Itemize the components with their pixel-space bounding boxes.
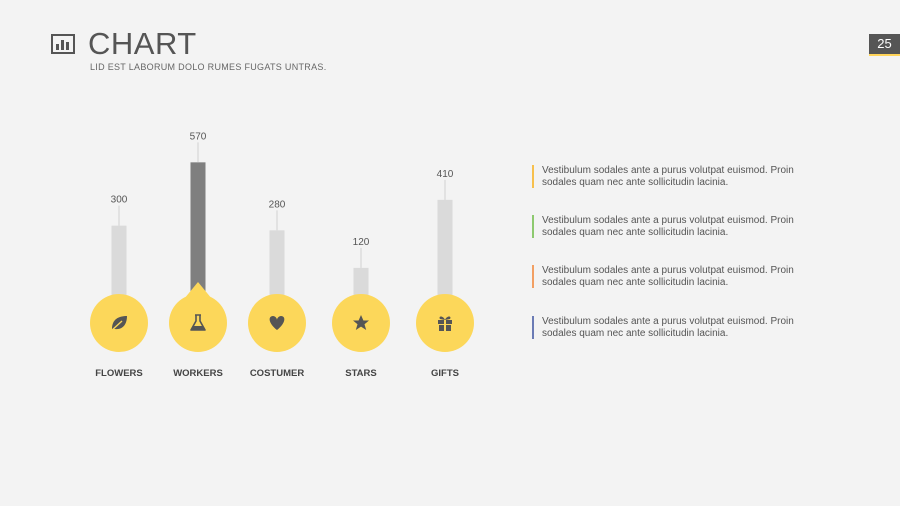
bar-gifts	[437, 199, 453, 323]
value-label-costumer: 280	[269, 199, 286, 210]
description-3-line2: sodales quam nec ante sollicitudin lacin…	[542, 276, 729, 288]
description-3: Vestibulum sodales ante a purus volutpat…	[532, 265, 812, 288]
description-4: Vestibulum sodales ante a purus volutpat…	[532, 316, 812, 339]
page-number-underline	[869, 54, 900, 56]
heart-icon	[269, 316, 285, 330]
category-label-costumer: COSTUMER	[250, 368, 305, 379]
description-2: Vestibulum sodales ante a purus volutpat…	[532, 215, 812, 238]
page-number: 25	[869, 34, 900, 54]
page-subtitle: LID EST LABORUM DOLO RUMES FUGATS UNTRAS…	[90, 62, 327, 72]
category-label-workers: WORKERS	[173, 368, 223, 379]
description-1: Vestibulum sodales ante a purus volutpat…	[532, 165, 812, 188]
description-2-line1: Vestibulum sodales ante a purus volutpat…	[542, 215, 794, 226]
category-label-flowers: FLOWERS	[95, 368, 143, 379]
icon-circle-workers	[169, 294, 227, 352]
description-4-line1: Vestibulum sodales ante a purus volutpat…	[542, 316, 794, 327]
highlight-pointer	[184, 282, 212, 299]
category-label-stars: STARS	[345, 368, 377, 379]
description-1-line2: sodales quam nec ante sollicitudin lacin…	[542, 176, 729, 188]
bar-chart-icon	[51, 34, 75, 54]
value-label-stars: 120	[353, 237, 370, 248]
description-3-line1: Vestibulum sodales ante a purus volutpat…	[542, 265, 794, 276]
star-icon	[353, 315, 369, 330]
leaf-icon	[110, 316, 127, 332]
category-label-gifts: GIFTS	[431, 368, 459, 379]
gift-icon	[438, 316, 452, 331]
description-2-line2: sodales quam nec ante sollicitudin lacin…	[542, 226, 729, 238]
value-label-gifts: 410	[437, 169, 454, 180]
description-1-line1: Vestibulum sodales ante a purus volutpat…	[542, 165, 794, 176]
page-title: CHART	[88, 26, 197, 61]
flask-icon	[190, 314, 206, 331]
value-label-flowers: 300	[111, 195, 128, 206]
description-4-line2: sodales quam nec ante sollicitudin lacin…	[542, 327, 729, 339]
value-label-workers: 570	[190, 131, 207, 142]
bar-workers	[190, 162, 206, 323]
